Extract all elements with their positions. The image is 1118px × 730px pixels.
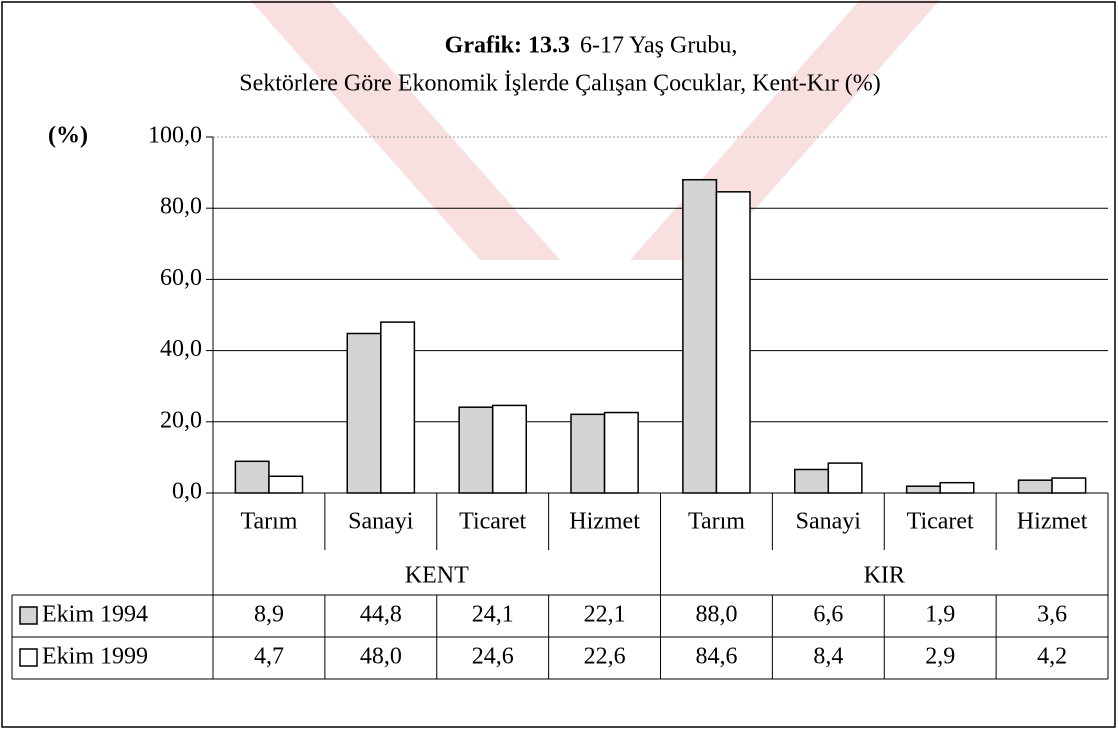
data-label: 2,9: [925, 644, 955, 670]
y-tick-label: 80,0: [160, 194, 202, 220]
data-label: 24,6: [472, 644, 514, 670]
bar: [1051, 477, 1087, 494]
bar: [268, 475, 304, 494]
y-tick-label: 40,0: [160, 336, 202, 362]
data-label: 8,9: [254, 602, 284, 628]
data-label: 22,6: [584, 644, 626, 670]
chart-subtitle: Sektörlere Göre Ekonomik İşlerde Çalışan…: [239, 71, 881, 97]
y-tick-label: 100,0: [148, 123, 202, 149]
x-tick-label: Sanayi: [796, 509, 862, 535]
y-tick-label: 60,0: [160, 265, 202, 291]
x-tick-label: Ticaret: [907, 509, 974, 535]
bar: [1017, 479, 1053, 494]
data-label: 44,8: [360, 602, 402, 628]
data-label: 24,1: [472, 602, 514, 628]
x-tick-label: Tarım: [240, 509, 297, 535]
chart-title: 6-17 Yaş Grubu,: [580, 33, 737, 59]
bar: [491, 404, 527, 494]
y-tick-label: 20,0: [160, 407, 202, 433]
data-label: 48,0: [360, 644, 402, 670]
bar: [715, 191, 751, 494]
group-label: KIR: [864, 563, 905, 589]
legend-label: Ekim 1994: [42, 602, 148, 628]
watermark-shape: [250, 0, 560, 260]
legend-swatch: [19, 606, 38, 625]
data-label: 84,6: [695, 644, 737, 670]
x-tick-label: Hizmet: [569, 509, 640, 535]
y-axis-label: (%): [48, 123, 88, 149]
data-label: 4,7: [254, 644, 284, 670]
group-label: KENT: [405, 563, 469, 589]
chart-title-bold: Grafik: 13.3: [445, 33, 570, 59]
bar: [682, 178, 718, 494]
legend-label: Ekim 1999: [42, 644, 148, 670]
legend-swatch: [19, 648, 38, 667]
bar: [570, 413, 606, 494]
data-label: 88,0: [695, 602, 737, 628]
bar: [380, 321, 416, 494]
x-tick-label: Hizmet: [1017, 509, 1088, 535]
data-label: 8,4: [813, 644, 843, 670]
bar: [905, 485, 941, 494]
x-tick-label: Tarım: [688, 509, 745, 535]
bar: [234, 460, 270, 494]
x-tick-label: Sanayi: [348, 509, 414, 535]
x-tick-label: Ticaret: [459, 509, 526, 535]
y-tick-label: 0,0: [172, 479, 202, 505]
data-label: 22,1: [584, 602, 626, 628]
data-label: 3,6: [1037, 602, 1067, 628]
bar: [458, 406, 494, 494]
data-label: 4,2: [1037, 644, 1067, 670]
bar: [939, 481, 975, 494]
data-label: 6,6: [813, 602, 843, 628]
bar: [346, 332, 382, 494]
bar: [794, 468, 830, 494]
bar: [827, 462, 863, 494]
bar: [603, 411, 639, 494]
data-label: 1,9: [925, 602, 955, 628]
